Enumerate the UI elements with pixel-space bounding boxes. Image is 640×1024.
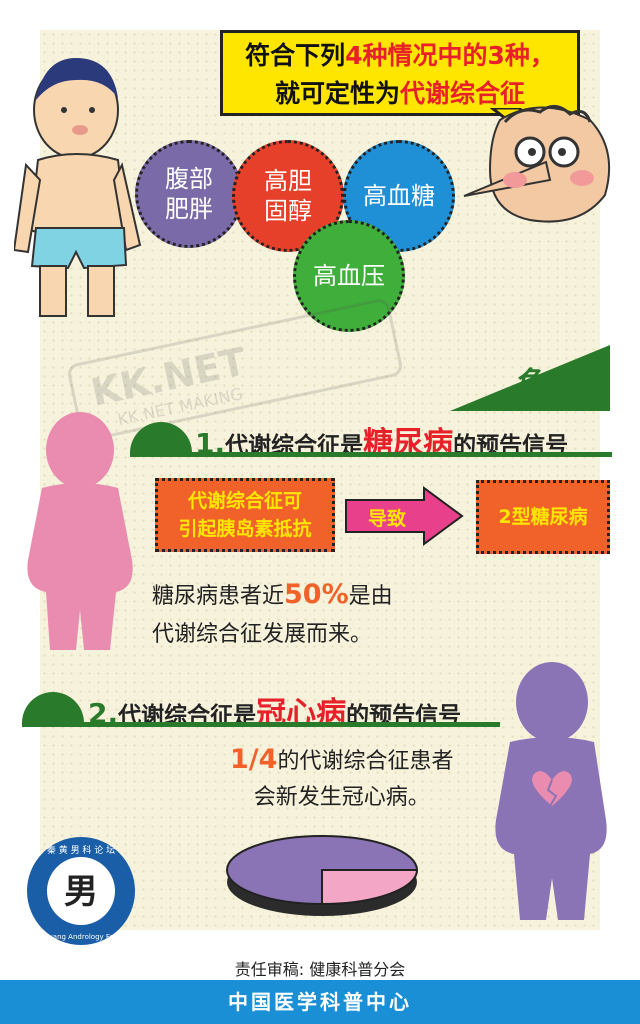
criterion-label: 高血糖 <box>363 182 435 210</box>
cause-box: 代谢综合征可 引起胰岛素抵抗 <box>155 478 335 552</box>
criterion-label: 肥胖 <box>165 195 213 223</box>
result-box: 2型糖尿病 <box>476 480 610 554</box>
section1-underline <box>130 452 612 457</box>
pink-child-silhouette <box>27 412 133 650</box>
criterion-abdominal-obesity: 腹部 肥胖 <box>135 140 243 248</box>
logo-arc-top: 秦 黄 男 科 论 坛 <box>47 844 115 856</box>
speech-line1-b: 4种情况中的3种， <box>345 41 555 70</box>
review-credit: 责任审稿: 健康科普分会 <box>234 960 406 979</box>
criterion-label: 高血压 <box>313 262 385 290</box>
criterion-high-blood-pressure: 高血压 <box>293 220 405 332</box>
criterion-label: 腹部 <box>165 165 213 193</box>
logo-arc-bottom: Qi-huang Andrology Forum <box>34 933 128 941</box>
purple-child-silhouette <box>495 662 607 920</box>
section2-underline <box>22 722 500 727</box>
criterion-label: 固醇 <box>264 197 312 225</box>
section1-stat: 糖尿病患者近50%是由 代谢综合征发展而来。 <box>152 576 393 654</box>
harm-title: 危害: <box>514 366 586 401</box>
stat1-percent: 50% <box>284 579 349 610</box>
criterion-label: 高胆 <box>264 167 312 195</box>
forum-logo: 男 秦 黄 男 科 论 坛 Qi-huang Andrology Forum <box>27 837 135 945</box>
section2-stat: 1/4的代谢综合征患者 会新发生冠心病。 <box>230 742 453 816</box>
arrow-icon <box>345 486 464 546</box>
arrow-label: 导致 <box>368 508 407 530</box>
stat1-post: 是由 <box>348 584 393 609</box>
speech-line2-a: 就可定性为 <box>274 79 400 108</box>
stat2-fraction: 1/4 <box>230 744 278 775</box>
boy-illustration <box>14 58 142 317</box>
speech-box: 符合下列4种情况中的3种， 就可定性为代谢综合征 <box>220 30 580 116</box>
cause-line1: 代谢综合征可 <box>187 490 302 512</box>
speech-line1-a: 符合下列 <box>245 41 346 70</box>
logo-glyph: 男 <box>64 872 98 912</box>
footer-bar: 中国医学科普中心 <box>0 980 640 1024</box>
doctor-head-illustration <box>463 105 611 223</box>
criterion-high-cholesterol: 高胆 固醇 <box>232 140 344 252</box>
stat1-pre: 糖尿病患者近 <box>152 584 285 609</box>
cause-line2: 引起胰岛素抵抗 <box>178 518 312 540</box>
stat1-line2: 代谢综合征发展而来。 <box>152 622 373 647</box>
harm-banner-shape <box>450 345 610 411</box>
pie-quarter-slice <box>321 869 419 906</box>
speech-line2-b: 代谢综合征 <box>400 79 526 108</box>
pie-chart <box>226 835 419 916</box>
stat2-post: 的代谢综合征患者 <box>277 749 454 774</box>
stat2-line2: 会新发生冠心病。 <box>253 785 430 810</box>
